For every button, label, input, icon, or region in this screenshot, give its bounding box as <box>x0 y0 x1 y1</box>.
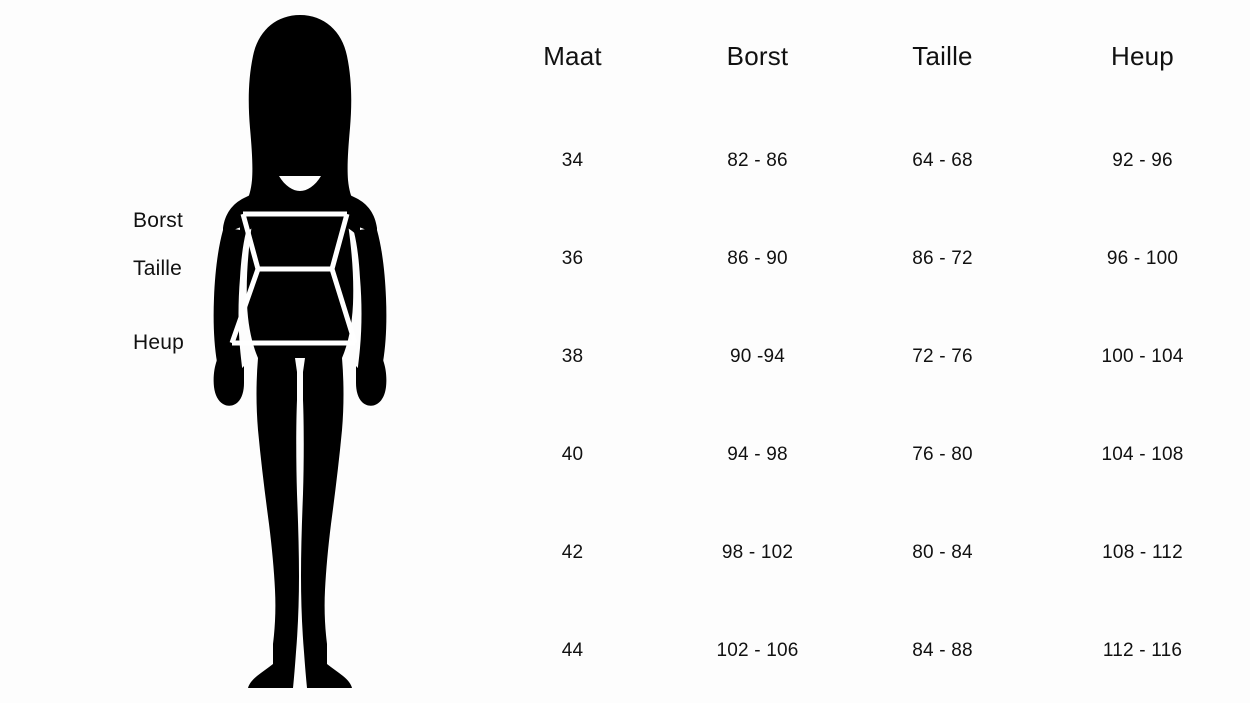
cell-maat: 38 <box>561 346 584 367</box>
bust-label: Borst <box>133 209 184 232</box>
cell-taille: 80 - 84 <box>912 542 973 563</box>
table-row: 38 90 -94 72 - 76 100 - 104 <box>480 308 1250 406</box>
cell-borst: 102 - 106 <box>716 640 799 661</box>
silhouette-body-shape <box>213 15 387 688</box>
cell-maat: 40 <box>561 444 584 465</box>
cell-borst: 94 - 98 <box>727 444 788 465</box>
cell-heup: 96 - 100 <box>1106 248 1179 269</box>
size-table-body: 34 82 - 86 64 - 68 92 - 96 36 86 - 90 86… <box>480 112 1250 700</box>
cell-borst: 86 - 90 <box>727 248 788 269</box>
column-header-maat: Maat <box>543 40 602 71</box>
cell-taille: 64 - 68 <box>912 150 973 171</box>
table-row: 44 102 - 106 84 - 88 112 - 116 <box>480 602 1250 700</box>
table-header-row: Maat Borst Taille Heup <box>480 0 1250 112</box>
size-table-head: Maat Borst Taille Heup <box>480 0 1250 112</box>
table-row: 34 82 - 86 64 - 68 92 - 96 <box>480 112 1250 210</box>
table-row: 36 86 - 90 86 - 72 96 - 100 <box>480 210 1250 308</box>
right-side-contour-line <box>329 213 358 344</box>
hip-label: Heup <box>133 331 185 354</box>
measurement-overlay <box>229 211 358 346</box>
column-header-borst: Borst <box>726 40 789 71</box>
cell-heup: 92 - 96 <box>1112 150 1173 171</box>
table-row: 42 98 - 102 80 - 84 108 - 112 <box>480 504 1250 602</box>
cell-taille: 84 - 88 <box>912 640 973 661</box>
cell-taille: 86 - 72 <box>912 248 973 269</box>
size-table: Maat Borst Taille Heup 34 82 - 86 64 - 6… <box>480 0 1250 700</box>
cell-maat: 44 <box>561 640 584 661</box>
column-header-taille: Taille <box>912 40 973 71</box>
cell-maat: 34 <box>561 150 584 171</box>
size-table-panel: Maat Borst Taille Heup 34 82 - 86 64 - 6… <box>480 0 1250 703</box>
cell-heup: 104 - 108 <box>1101 444 1184 465</box>
table-row: 40 94 - 98 76 - 80 104 - 108 <box>480 406 1250 504</box>
left-side-contour-line <box>229 213 261 344</box>
cell-borst: 90 -94 <box>729 346 786 367</box>
cell-maat: 42 <box>561 542 584 563</box>
cell-taille: 72 - 76 <box>912 346 973 367</box>
female-body-silhouette <box>213 15 387 688</box>
column-header-heup: Heup <box>1111 40 1174 71</box>
waist-label: Taille <box>133 257 183 280</box>
cell-heup: 108 - 112 <box>1102 542 1183 563</box>
cell-maat: 36 <box>561 248 584 269</box>
cell-borst: 98 - 102 <box>721 542 794 563</box>
cell-heup: 112 - 116 <box>1102 640 1183 661</box>
cell-taille: 76 - 80 <box>912 444 973 465</box>
cell-borst: 82 - 86 <box>727 150 788 171</box>
body-figure-panel: Borst Taille Heup <box>0 0 480 703</box>
cell-heup: 100 - 104 <box>1101 346 1184 367</box>
